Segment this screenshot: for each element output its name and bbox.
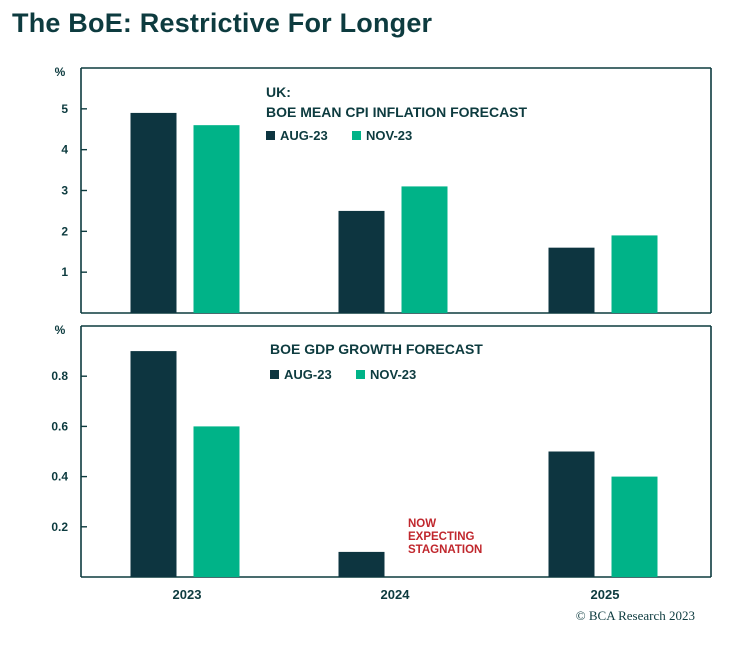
y-tick-label: 4 <box>61 143 68 157</box>
legend-label: AUG-23 <box>284 367 332 382</box>
page-title: The BoE: Restrictive For Longer <box>12 8 433 38</box>
legend-swatch <box>356 370 365 379</box>
legend-label: AUG-23 <box>280 128 328 143</box>
gdp-panel: % 0.2 0.4 0.6 0.8 BOE GDP GROWTH FORECAST AUG-… <box>51 323 712 578</box>
panel-title-line: UK: <box>266 84 291 100</box>
bar-nov-23-2023 <box>193 125 240 314</box>
y-tick-label: 1 <box>61 265 68 279</box>
legend-swatch <box>352 131 361 140</box>
x-tick-label: 2025 <box>591 587 620 602</box>
y-tick-label: 3 <box>61 184 68 198</box>
bar-nov-23-2025 <box>611 476 658 577</box>
y-unit-label: % <box>55 65 66 79</box>
bar-aug-23-2023 <box>130 351 177 577</box>
legend-label: NOV-23 <box>370 367 416 382</box>
legend-swatch <box>270 370 279 379</box>
bar-aug-23-2023 <box>130 112 177 314</box>
y-tick-label: 2 <box>61 224 68 238</box>
bar-aug-23-2025 <box>548 247 595 313</box>
bar-aug-23-2024 <box>338 210 385 313</box>
bar-aug-23-2025 <box>548 451 595 577</box>
x-tick-label: 2023 <box>173 587 202 602</box>
annotation-text: STAGNATION <box>408 544 482 556</box>
y-tick-label: 0.8 <box>51 369 68 383</box>
y-unit-label: % <box>55 323 66 337</box>
bar-nov-23-2025 <box>611 235 658 313</box>
legend-label: NOV-23 <box>366 128 412 143</box>
bar-nov-23-2023 <box>193 426 240 577</box>
x-tick-label: 2024 <box>381 587 411 602</box>
x-axis-labels: 2023 2024 2025 <box>173 587 620 602</box>
y-tick-label: 0.4 <box>51 470 68 484</box>
legend-swatch <box>266 131 275 140</box>
annotation-text: EXPECTING <box>408 531 475 543</box>
panel-title-line: BOE GDP GROWTH FORECAST <box>270 341 483 357</box>
inflation-panel: % 1 2 3 4 5 UK: BOE MEAN CPI INFLATION FORECAST… <box>55 65 712 314</box>
y-tick-label: 0.6 <box>51 419 68 433</box>
y-tick-label: 0.2 <box>51 520 68 534</box>
annotation-text: NOW <box>408 518 436 530</box>
y-tick-label: 5 <box>61 102 68 116</box>
panel-title-line: BOE MEAN CPI INFLATION FORECAST <box>266 104 528 120</box>
source-credit: © BCA Research 2023 <box>575 608 695 623</box>
bar-nov-23-2024 <box>401 186 448 313</box>
bar-aug-23-2024 <box>338 551 385 577</box>
